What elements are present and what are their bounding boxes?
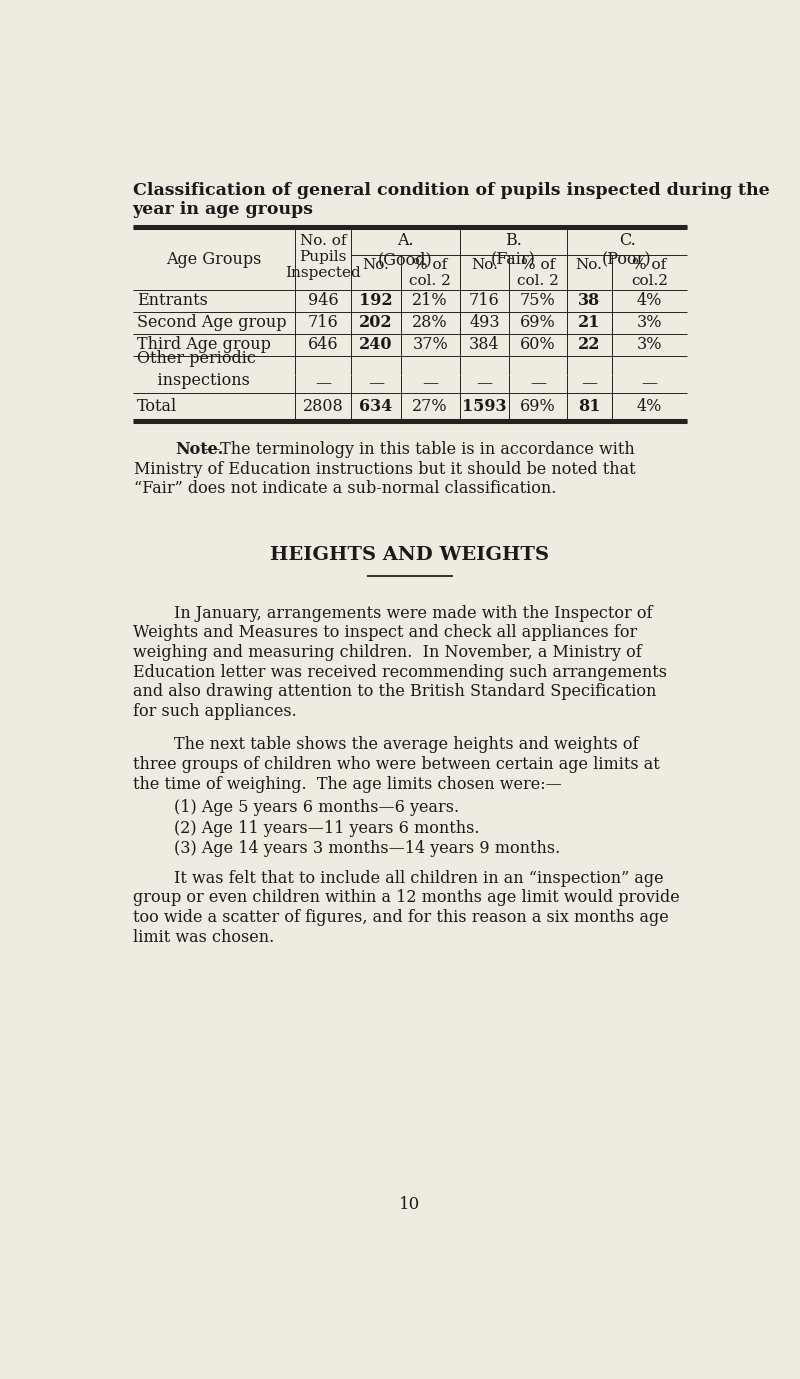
Text: 75%: 75%: [520, 292, 556, 309]
Text: The next table shows the average heights and weights of: The next table shows the average heights…: [133, 736, 638, 753]
Text: and also drawing attention to the British Standard Specification: and also drawing attention to the Britis…: [133, 684, 656, 701]
Text: 240: 240: [359, 336, 393, 353]
Text: the time of weighing.  The age limits chosen were:—: the time of weighing. The age limits cho…: [133, 776, 562, 793]
Text: 716: 716: [308, 314, 338, 331]
Text: Total: Total: [138, 399, 178, 415]
Text: 3%: 3%: [637, 314, 662, 331]
Text: weighing and measuring children.  In November, a Ministry of: weighing and measuring children. In Nove…: [133, 644, 642, 661]
Text: —: —: [368, 375, 384, 393]
Text: Entrants: Entrants: [138, 292, 208, 309]
Text: 202: 202: [359, 314, 393, 331]
Text: “Fair” does not indicate a sub-normal classification.: “Fair” does not indicate a sub-normal cl…: [134, 480, 557, 498]
Text: 81: 81: [578, 399, 600, 415]
Text: Second Age group: Second Age group: [138, 314, 286, 331]
Text: 2808: 2808: [303, 399, 343, 415]
Text: Other periodic: Other periodic: [138, 350, 256, 367]
Text: Age Groups: Age Groups: [166, 251, 262, 268]
Text: Ministry of Education instructions but it should be noted that: Ministry of Education instructions but i…: [134, 461, 636, 477]
Text: % of
col. 2: % of col. 2: [517, 258, 559, 288]
Text: 646: 646: [308, 336, 338, 353]
Text: In January, arrangements were made with the Inspector of: In January, arrangements were made with …: [133, 605, 652, 622]
Text: 946: 946: [308, 292, 338, 309]
Text: 69%: 69%: [520, 314, 556, 331]
Text: No.: No.: [575, 258, 602, 272]
Text: —: —: [315, 375, 331, 393]
Text: 634: 634: [359, 399, 393, 415]
Text: 21: 21: [578, 314, 600, 331]
Text: 192: 192: [359, 292, 393, 309]
Text: 38: 38: [578, 292, 600, 309]
Text: 37%: 37%: [412, 336, 448, 353]
Text: —: —: [581, 375, 597, 393]
Text: It was felt that to include all children in an “inspection” age: It was felt that to include all children…: [133, 870, 663, 887]
Text: 4%: 4%: [637, 292, 662, 309]
Text: Classification of general condition of pupils inspected during the: Classification of general condition of p…: [133, 182, 770, 200]
Text: too wide a scatter of figures, and for this reason a six months age: too wide a scatter of figures, and for t…: [133, 909, 668, 925]
Text: 10: 10: [399, 1197, 421, 1214]
Text: B.
(Fair): B. (Fair): [490, 232, 535, 269]
Text: (3) Age 14 years 3 months—14 years 9 months.: (3) Age 14 years 3 months—14 years 9 mon…: [133, 840, 560, 856]
Text: Note.: Note.: [175, 441, 223, 458]
Text: A.
(Good): A. (Good): [378, 232, 433, 269]
Text: group or even children within a 12 months age limit would provide: group or even children within a 12 month…: [133, 889, 679, 906]
Text: year in age groups: year in age groups: [133, 201, 314, 218]
Text: (1) Age 5 years 6 months—6 years.: (1) Age 5 years 6 months—6 years.: [133, 800, 458, 816]
Text: —: —: [642, 375, 658, 393]
Text: 27%: 27%: [412, 399, 448, 415]
Text: No.: No.: [471, 258, 498, 272]
Text: HEIGHTS AND WEIGHTS: HEIGHTS AND WEIGHTS: [270, 546, 550, 564]
Text: Third Age group: Third Age group: [138, 336, 271, 353]
Text: 1593: 1593: [462, 399, 506, 415]
Text: % of
col.2: % of col.2: [631, 258, 668, 288]
Text: —: —: [476, 375, 493, 393]
Text: 22: 22: [578, 336, 600, 353]
Text: (2) Age 11 years—11 years 6 months.: (2) Age 11 years—11 years 6 months.: [133, 819, 479, 837]
Text: Weights and Measures to inspect and check all appliances for: Weights and Measures to inspect and chec…: [133, 625, 637, 641]
Text: 60%: 60%: [520, 336, 556, 353]
Text: 384: 384: [469, 336, 500, 353]
Text: 716: 716: [469, 292, 500, 309]
Text: 4%: 4%: [637, 399, 662, 415]
Text: No.: No.: [362, 258, 390, 272]
Text: inspections: inspections: [138, 371, 250, 389]
Text: —: —: [422, 375, 438, 393]
Text: Education letter was received recommending such arrangements: Education letter was received recommendi…: [133, 663, 666, 681]
Text: —: —: [530, 375, 546, 393]
Text: 3%: 3%: [637, 336, 662, 353]
Text: % of
col. 2: % of col. 2: [410, 258, 451, 288]
Text: for such appliances.: for such appliances.: [133, 703, 296, 720]
Text: three groups of children who were between certain age limits at: three groups of children who were betwee…: [133, 756, 659, 774]
Text: 21%: 21%: [412, 292, 448, 309]
Text: No. of
Pupils
Inspected: No. of Pupils Inspected: [286, 233, 361, 280]
Text: 69%: 69%: [520, 399, 556, 415]
Text: 28%: 28%: [412, 314, 448, 331]
Text: C.
(Poor): C. (Poor): [602, 232, 652, 269]
Text: 493: 493: [469, 314, 500, 331]
Text: —The terminology in this table is in accordance with: —The terminology in this table is in acc…: [204, 441, 634, 458]
Text: limit was chosen.: limit was chosen.: [133, 928, 274, 946]
